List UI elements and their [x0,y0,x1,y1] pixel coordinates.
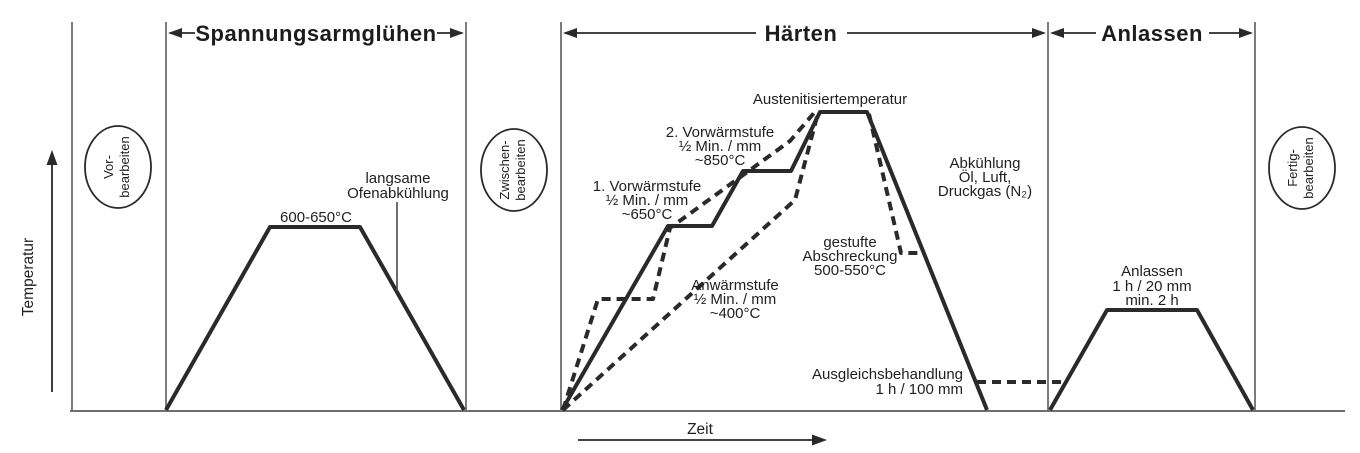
annealing-temperature-curve [164,225,466,411]
austenitizing-temp-label: Austenitisiertemperatur [753,91,907,108]
tempering-label-line2: 1 h / 20 mm [1112,278,1191,295]
furnace-cooling-label-line1: langsame [365,170,430,187]
tempering-arrow-left-icon [1050,28,1064,38]
warmup-stage-label-line3: ~400°C [710,305,761,322]
cooling-media-label-line3: Druckgas (N₂) [938,183,1032,200]
process-step-ellipse-intermediate-machining [480,128,548,212]
phase-header-annealing: Spannungsarmglühen [195,21,436,46]
hardening-warmup-dashed-curve [561,112,820,412]
preheat-stage2-label-line2: ½ Min. / mm [679,138,762,155]
tempering-label-line1: Anlassen [1121,263,1183,280]
hardening-arrow-right-icon [1032,28,1046,38]
preheat-stage1-label-line1: 1. Vorwärmstufe [593,178,701,195]
annealing-temp-label: 600-650°C [280,209,352,226]
preheat-stage1-label-line2: ½ Min. / mm [606,192,689,209]
furnace-cooling-label-line2: Ofenabkühlung [347,185,449,202]
tempering-arrow-right-icon [1239,28,1253,38]
tempering-temperature-curve [1048,308,1255,411]
process-step-ellipse-pre-machining [84,125,152,209]
intermediate-machining-label-line1: Zwischen- [497,140,512,199]
preheat-stage2-label-line1: 2. Vorwärmstufe [666,124,774,141]
final-machining-label-line2: bearbeiten [1301,137,1316,198]
time-axis-label: Zeit [687,421,714,438]
stepped-quench-label-line3: 500-550°C [814,262,886,279]
stepped-quench-label-line2: Abschreckung [802,248,897,265]
phase-header-hardening: Härten [765,21,838,46]
process-step-ellipse-final-machining [1268,126,1336,210]
phase-header-tempering: Anlassen [1101,21,1203,46]
annealing-arrow-right-icon [450,28,464,38]
preheat-stage2-label-line3: ~850°C [695,152,746,169]
pre-machining-label-line2: bearbeiten [117,136,132,197]
stepped-quench-label-line1: gestufte [823,234,876,251]
hardening-solid-curve [560,110,989,411]
warmup-stage-label-line2: ½ Min. / mm [694,291,777,308]
cooling-media-label-line2: Öl, Luft, [959,168,1012,186]
pre-machining-label-line1: Vor- [101,155,116,179]
equalizing-label-line1: Ausgleichsbehandlung [812,366,963,383]
cooling-media-label-line1: Abkühlung [950,155,1021,172]
stepped-quench-dashed-curve [867,113,924,255]
time-axis-arrowhead-icon [812,434,827,446]
final-machining-label-line1: Fertig- [1285,149,1300,187]
hardening-preheat-dashed-curve [561,111,816,411]
preheat-stage1-label-line3: ~650°C [622,206,673,223]
temperature-axis-arrowhead-icon [46,150,58,165]
tempering-label-line3: min. 2 h [1125,292,1178,309]
warmup-stage-label-line1: Anwärmstufe [691,277,779,294]
temperature-axis-label: Temperatur [20,238,37,316]
equalizing-label-line2: 1 h / 100 mm [875,381,963,398]
intermediate-machining-label-line2: bearbeiten [513,139,528,200]
hardening-arrow-left-icon [563,28,577,38]
annealing-arrow-left-icon [168,28,182,38]
